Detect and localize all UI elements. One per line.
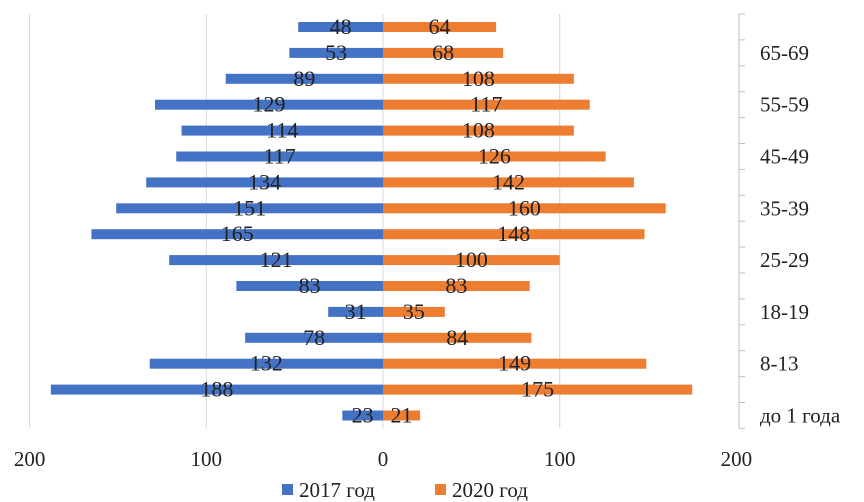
bar-2020: [383, 306, 445, 317]
data-label-2017: 48: [330, 14, 352, 39]
data-label-2017: 53: [325, 40, 347, 65]
legend: 2017 год 2020 год: [282, 478, 528, 502]
data-label-2020: 149: [498, 351, 531, 376]
bar-2017: [342, 410, 383, 421]
legend-label: 2020 год: [452, 478, 528, 502]
legend-label: 2017 год: [299, 478, 375, 502]
bar-2020: [383, 384, 693, 395]
data-label-2020: 117: [470, 92, 502, 117]
bar-2020: [383, 229, 645, 240]
data-label-2017: 117: [264, 144, 296, 169]
bar-2017: [169, 255, 383, 266]
data-label-2017: 188: [200, 377, 233, 402]
category-label: 65-69: [760, 41, 809, 65]
x-tick-label: 100: [191, 447, 223, 471]
data-label-2020: 108: [462, 66, 495, 91]
bar-2017: [146, 177, 383, 188]
data-label-2020: 126: [478, 144, 511, 169]
data-label-2020: 160: [508, 195, 541, 220]
data-label-2017: 114: [266, 118, 298, 143]
bar-2020: [383, 125, 574, 136]
value-labels-group: 4853891291141171341511651218331781321882…: [200, 14, 554, 428]
category-label: до 1 года: [760, 404, 841, 428]
data-label-2020: 84: [446, 325, 468, 350]
data-label-2020: 83: [445, 273, 467, 298]
data-label-2020: 68: [432, 40, 454, 65]
x-tick-label: 100: [544, 447, 576, 471]
bar-2020: [383, 332, 532, 343]
data-label-2020: 148: [497, 221, 530, 246]
category-label: 55-59: [760, 93, 809, 117]
bar-2017: [50, 384, 383, 395]
category-label: 18-19: [760, 300, 809, 324]
data-label-2020: 142: [492, 169, 525, 194]
bar-2020: [383, 203, 666, 214]
x-tick-label: 200: [721, 447, 753, 471]
data-label-2020: 64: [429, 14, 451, 39]
bar-2020: [383, 410, 421, 421]
data-label-2020: 35: [403, 299, 425, 324]
category-label: 35-39: [760, 196, 809, 220]
bar-2020: [383, 22, 497, 32]
data-label-2017: 121: [260, 247, 293, 272]
bar-2017: [298, 22, 383, 32]
data-label-2017: 151: [233, 195, 266, 220]
data-label-2020: 21: [391, 403, 413, 428]
bar-2017: [149, 358, 383, 369]
data-label-2017: 83: [299, 273, 321, 298]
category-label: 45-49: [760, 145, 809, 169]
data-label-2017: 165: [221, 221, 254, 246]
bar-2017: [176, 151, 383, 162]
data-label-2017: 132: [250, 351, 283, 376]
data-label-2017: 31: [345, 299, 367, 324]
category-label: 8-13: [760, 352, 799, 376]
x-tick-label: 0: [378, 447, 389, 471]
legend-swatch: [282, 484, 293, 495]
bar-2017: [116, 203, 384, 214]
data-label-2020: 108: [462, 118, 495, 143]
bar-2017: [91, 229, 383, 240]
bars-group: [50, 22, 693, 421]
data-label-2017: 23: [352, 403, 374, 428]
bar-2020: [383, 151, 606, 162]
bar-2017: [155, 99, 383, 110]
bar-2017: [225, 73, 383, 84]
bar-2020: [383, 358, 647, 369]
bar-2017: [328, 306, 383, 317]
bar-2020: [383, 281, 530, 291]
category-label: 25-29: [760, 248, 809, 272]
data-label-2017: 89: [293, 66, 315, 91]
bar-2017: [289, 47, 383, 58]
data-label-2020: 175: [521, 377, 554, 402]
bar-2020: [383, 99, 590, 110]
data-label-2017: 134: [248, 169, 281, 194]
x-tick-label: 200: [14, 447, 46, 471]
data-label-2017: 129: [253, 92, 286, 117]
data-label-2017: 78: [303, 325, 325, 350]
bar-2020: [383, 47, 504, 58]
bar-2017: [181, 125, 383, 136]
data-label-2020: 100: [455, 247, 488, 272]
bar-2020: [383, 177, 634, 188]
bar-2017: [236, 281, 383, 291]
bar-2017: [245, 332, 383, 343]
x-axis-ticks: 200 100 0 100 200: [14, 447, 752, 471]
bar-2020: [383, 73, 574, 84]
bar-2020: [383, 255, 560, 266]
category-axis: 65-69 55-59 45-49 35-39 25-29 18-19 8-13 до 1 г…: [738, 13, 841, 429]
legend-swatch: [435, 484, 446, 495]
